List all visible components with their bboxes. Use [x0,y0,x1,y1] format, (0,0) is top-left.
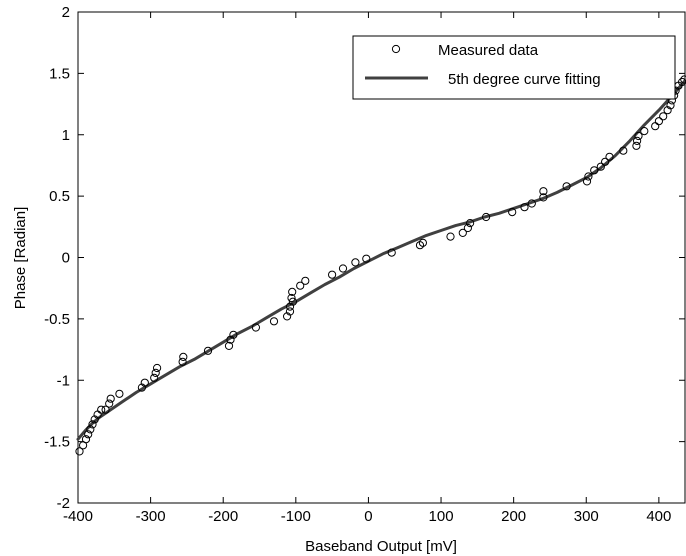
axis-tick-labels: -400 -300 -200 -100 0 100 200 300 400 -2 -1.5 -1 -0.… [44,4,671,525]
measured-point [150,373,159,382]
measured-point [482,212,491,222]
chart-series [75,75,686,456]
measured-point [226,335,235,344]
measured-point [634,131,643,141]
measured-point [283,312,292,321]
measured-point [619,146,628,155]
measured-point [605,152,614,161]
measured-point [153,363,162,373]
measured-point [328,270,337,279]
measured-point [88,420,97,429]
measured-point [97,405,106,414]
measured-point [463,223,472,233]
x-tick-label: 100 [429,508,454,525]
measured-point [140,378,149,387]
measured-point [137,383,146,392]
y-tick-label: 1 [62,127,70,144]
x-tick-label: 300 [574,508,599,525]
measured-point [584,172,593,181]
legend: Measured data 5th degree curve fitting [352,35,676,100]
measured-point [633,136,642,145]
measured-point [251,323,260,332]
measured-point [651,122,660,131]
measured-point [539,193,548,202]
measured-point [632,141,641,150]
measured-point [666,101,675,110]
measured-point [285,302,295,311]
legend-box [352,35,676,100]
measured-point [458,228,467,237]
measured-point [224,341,234,350]
measured-point [562,182,571,191]
y-tick-label: 0 [62,250,70,267]
measured-point [508,208,517,217]
measured-point [229,330,238,339]
axis-ticks [77,11,685,504]
measured-point [285,307,295,316]
measured-point [527,199,536,208]
measured-point [84,430,93,439]
measured-point [90,415,99,424]
y-tick-label: -1 [57,372,70,389]
measured-point [81,435,91,444]
measured-point [640,127,649,136]
x-axis-title: Baseband Output [mV] [305,538,457,555]
x-tick-label: 0 [364,508,372,525]
measured-point [466,219,475,228]
measured-point [680,75,686,84]
y-tick-label: 1.5 [49,65,70,82]
measured-point [654,117,664,126]
legend-label-fit: 5th degree curve fitting [448,71,601,88]
x-tick-label: -100 [281,508,311,525]
measured-point [101,405,110,414]
measured-point [387,248,396,257]
measured-point [539,187,548,196]
measured-point [151,368,160,377]
legend-label-measured: Measured data [438,42,539,59]
y-tick-label: 0.5 [49,188,70,205]
measured-point [601,157,610,166]
measured-point [105,399,114,408]
legend-marker-measured [391,44,401,54]
measured-point [446,232,455,241]
x-tick-label: -200 [208,508,238,525]
measured-point [362,254,371,263]
measured-point [75,447,84,456]
fit-curve-line [76,79,686,441]
x-tick-label: 400 [646,508,671,525]
x-tick-label: 200 [501,508,526,525]
measured-point [106,394,115,403]
measured-point [659,112,668,121]
y-tick-label: -2 [57,495,70,512]
measured-point [590,166,599,175]
measured-point [86,425,95,434]
measured-point [288,297,297,306]
measured-point [418,238,427,247]
measured-point [351,258,360,267]
measured-point [338,264,348,273]
measured-point [596,162,605,171]
measured-point [415,241,425,250]
y-tick-label: -0.5 [44,311,70,328]
measured-point [582,177,592,186]
y-tick-label: 2 [62,4,70,21]
measured-point [269,317,279,326]
measured-point [115,389,124,398]
x-tick-label: -400 [63,508,93,525]
measured-point [203,346,213,355]
x-tick-label: -300 [136,508,166,525]
measured-point [663,106,672,115]
measured-point [296,281,305,290]
y-tick-label: -1.5 [44,434,70,451]
measured-point [301,276,310,285]
measured-point [288,287,297,296]
measured-point [520,203,529,212]
measured-point [179,352,188,361]
y-axis-title: Phase [Radian] [12,207,29,310]
measured-point [287,293,296,303]
measured-point [178,357,187,366]
